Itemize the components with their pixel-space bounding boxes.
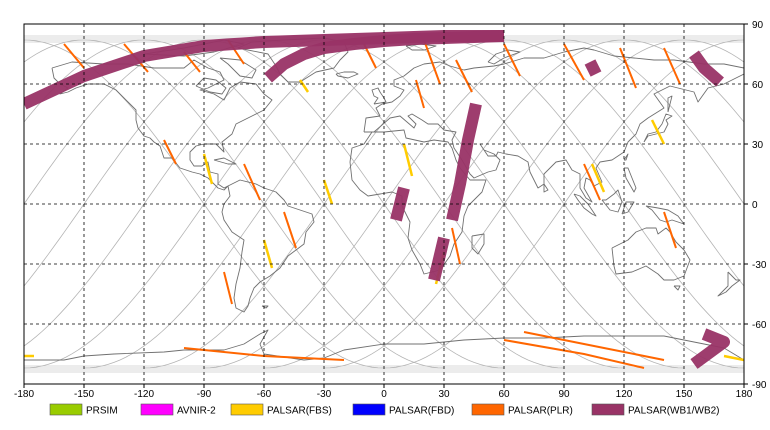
legend-label: PRSIM — [86, 406, 118, 417]
x-tick-label: 30 — [438, 389, 450, 400]
swath-plr-17 — [451, 227, 461, 265]
y-tick-label: 60 — [752, 80, 764, 91]
swath-wb-arc-north-atlantic — [264, 30, 505, 83]
orbit-track — [24, 40, 25, 41]
swath-plr-15 — [663, 47, 681, 85]
legend-swatch — [591, 403, 625, 416]
legend-swatch — [140, 403, 174, 416]
swath-wb-south-africa — [428, 236, 450, 282]
longitude-ticks: -180 -150 -120 -90 -60 -30 0 30 60 90 120 150 180 — [14, 384, 753, 400]
swath-fbs-01 — [298, 79, 310, 93]
australia-coast — [611, 227, 691, 281]
swath-fbs-10 — [723, 354, 744, 362]
y-tick-label: -90 — [752, 380, 767, 391]
swath-plr-16 — [415, 79, 425, 109]
y-tick-label: 0 — [752, 200, 758, 211]
swath-fbs-05 — [402, 143, 414, 177]
x-tick-label: -120 — [134, 389, 154, 400]
novaya-zemlya-coast — [487, 49, 521, 65]
sulawesi-coast — [621, 201, 635, 215]
x-tick-label: 0 — [381, 389, 387, 400]
philippines-coast — [623, 167, 637, 193]
swath-plr-11 — [455, 59, 473, 93]
legend-label: AVNIR-2 — [177, 406, 216, 417]
x-tick-label: -30 — [317, 389, 332, 400]
legend-label: PALSAR(PLR) — [508, 406, 573, 417]
swath-fbs-07 — [590, 163, 606, 193]
swath-wb-east-africa — [446, 102, 482, 222]
swath-plr-21 — [523, 331, 665, 361]
y-tick-label: 90 — [752, 20, 764, 31]
swath-wb-central-africa — [390, 186, 410, 222]
swath-plr-20 — [503, 339, 645, 369]
sri-lanka-coast — [543, 183, 549, 193]
swath-plr-13 — [563, 43, 585, 81]
swath-wb-taimyr — [584, 59, 602, 77]
swath-fbs-08 — [650, 119, 666, 145]
y-tick-label: -60 — [752, 320, 767, 331]
swath-plr-06 — [243, 163, 261, 201]
swath-fbs-02 — [202, 153, 214, 185]
new-guinea-coast — [645, 205, 685, 225]
x-tick-label: 90 — [558, 389, 570, 400]
swath-plr-10 — [423, 39, 441, 85]
tasmania-coast — [673, 285, 681, 291]
x-tick-label: -150 — [74, 389, 94, 400]
legend-label: PALSAR(FBS) — [267, 406, 332, 417]
x-tick-label: -90 — [197, 389, 212, 400]
x-tick-label: 60 — [498, 389, 510, 400]
borneo-coast — [601, 189, 623, 213]
sumatra-coast — [573, 193, 597, 217]
legend-swatch — [471, 403, 505, 416]
swath-wb-antarctica — [690, 328, 730, 369]
swath-plr-07 — [283, 211, 297, 249]
legend-swatch — [352, 403, 386, 416]
swath-plr-19 — [663, 211, 677, 249]
north-america-coast — [51, 59, 273, 191]
legend-label: PALSAR(FBD) — [389, 406, 454, 417]
swath-plr-03 — [183, 51, 201, 73]
y-tick-label: -30 — [752, 260, 767, 271]
swath-plr-05 — [163, 139, 177, 165]
legend-label: PALSAR(WB1/WB2) — [628, 406, 720, 417]
iceland-coast — [335, 71, 359, 79]
swath-plr-12 — [503, 43, 521, 77]
south-america-coast — [221, 179, 315, 313]
observation-swaths — [24, 30, 744, 369]
swath-fbs-04 — [262, 239, 274, 269]
x-tick-label: 120 — [616, 389, 633, 400]
latitude-ticks: 90 60 30 0 -30 -60 -90 — [744, 20, 767, 391]
cuba-coast — [213, 157, 237, 165]
legend: PRSIM AVNIR-2 PALSAR(FBS) PALSAR(FBD) PALSAR… — [49, 403, 720, 417]
x-tick-label: -180 — [14, 389, 34, 400]
swath-fbs-03 — [322, 179, 334, 205]
baffin-coast — [219, 57, 257, 79]
y-tick-label: 30 — [752, 140, 764, 151]
x-tick-label: 150 — [676, 389, 693, 400]
swath-plr-08 — [223, 271, 233, 305]
x-tick-label: 180 — [736, 389, 753, 400]
new-zealand-coast — [717, 271, 741, 297]
graticule — [24, 24, 744, 384]
legend-swatch — [49, 403, 83, 416]
swath-plr-18 — [583, 163, 601, 201]
swath-plr-14 — [619, 47, 637, 89]
swath-wb-siberia — [689, 50, 724, 87]
sakhalin-coast — [667, 95, 673, 113]
japan-coast — [643, 113, 673, 143]
madagascar-coast — [471, 233, 485, 255]
swath-plr-01 — [63, 43, 85, 69]
uk-coast — [371, 87, 387, 105]
taiwan-coast — [623, 153, 629, 161]
legend-swatch — [230, 403, 264, 416]
x-tick-label: -60 — [257, 389, 272, 400]
